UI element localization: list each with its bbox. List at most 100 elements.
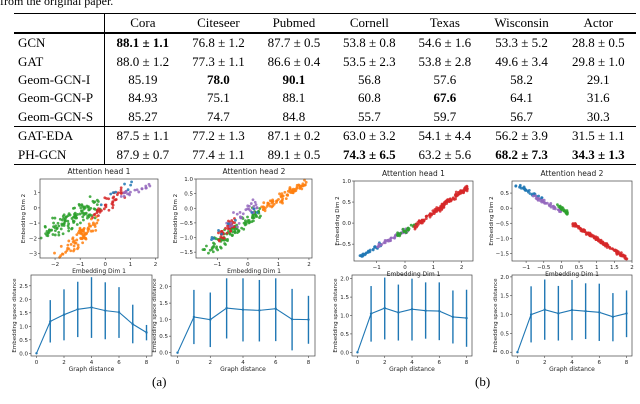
scatter-point xyxy=(66,214,70,218)
table-cell: 63.0 ± 3.2 xyxy=(331,125,408,146)
y-tick-label: 0.5 xyxy=(159,334,168,340)
subplot-8 xyxy=(510,274,633,358)
scatter-point xyxy=(122,194,126,198)
table-cell: 59.7 xyxy=(433,108,457,124)
scatter-point xyxy=(528,192,532,196)
scatter-point xyxy=(522,186,526,190)
scatter-point xyxy=(111,196,115,200)
scatter-point xyxy=(210,236,214,239)
scatter-point xyxy=(217,231,220,235)
scatter-point xyxy=(600,241,604,245)
table-cell: 84.93 xyxy=(128,90,158,106)
y-tick-label: 0.5 xyxy=(342,200,351,206)
scatter-point xyxy=(61,232,65,236)
scatter-point xyxy=(92,213,96,217)
column-header: Texas xyxy=(407,13,483,34)
scatter-point xyxy=(119,186,123,190)
scatter-point xyxy=(396,234,400,238)
data-point xyxy=(209,318,212,321)
scatter-point xyxy=(67,226,71,230)
y-axis-label: Embedding space distance xyxy=(152,278,158,353)
scatter-point xyxy=(88,208,91,211)
x-tick-label: 0 xyxy=(246,262,250,268)
scatter-point xyxy=(250,211,254,214)
y-tick-label: −1.0 xyxy=(180,236,194,242)
scatter-point xyxy=(556,203,559,207)
y-tick-label: 2.0 xyxy=(500,275,509,281)
subplot-5 xyxy=(29,274,153,358)
scatter-point xyxy=(128,193,131,197)
scatter-point xyxy=(69,243,73,246)
x-tick-label: 2 xyxy=(154,262,158,268)
table-cell: 67.6 xyxy=(433,90,457,106)
x-tick-label: 2 xyxy=(383,360,387,366)
scatter-point xyxy=(94,229,98,232)
scatter-point xyxy=(96,218,100,222)
scatter-point xyxy=(237,221,241,225)
scatter-point xyxy=(61,252,65,256)
scatter-point xyxy=(446,199,450,202)
scatter-point xyxy=(244,208,248,212)
scatter-point xyxy=(113,198,117,202)
x-tick-label: 6 xyxy=(438,360,442,366)
scatter-point xyxy=(80,231,83,235)
scatter-point xyxy=(67,229,71,233)
scatter-point xyxy=(225,231,229,235)
table-row: GCN 88.1 ± 1.1 76.8 ± 1.2 87.7 ± 0.5 53.8 ± … xyxy=(14,33,636,53)
y-axis-label: Embedding space distance xyxy=(333,278,339,353)
scatter-point xyxy=(288,186,292,189)
scatter-point xyxy=(133,188,137,192)
scatter-point xyxy=(119,195,123,198)
scatter-point xyxy=(254,214,257,217)
scatter-point xyxy=(232,211,235,214)
x-tick-label: 2 xyxy=(460,265,464,271)
scatter-point xyxy=(53,251,56,255)
y-tick-label: 2.0 xyxy=(159,285,168,291)
scatter-point xyxy=(283,190,287,194)
scatter-point xyxy=(572,223,576,227)
y-axis-label: Embedding Dim 2 xyxy=(21,194,27,243)
data-point xyxy=(410,308,414,311)
scatter-point xyxy=(57,230,61,234)
scatter-point xyxy=(614,249,618,253)
y-tick-label: 0.5 xyxy=(500,331,509,337)
scatter-point xyxy=(135,188,139,192)
x-tick-label: 1 xyxy=(432,265,436,271)
y-tick-label: 2.5 xyxy=(19,284,28,290)
table-cell: 87.7 ± 0.5 xyxy=(267,35,321,51)
model-name: Geom-GCN-S xyxy=(14,107,105,127)
plot-frame xyxy=(39,178,159,259)
scatter-point xyxy=(96,200,100,203)
scatter-point xyxy=(591,234,595,238)
scatter-point xyxy=(53,216,57,220)
scatter-point xyxy=(577,225,580,229)
scatter-point xyxy=(463,188,467,192)
scatter-point xyxy=(303,178,306,182)
scatter-point xyxy=(67,247,71,251)
scatter-point xyxy=(224,226,227,230)
subplot-4 xyxy=(510,180,633,263)
table-cell: 34.3 ± 1.3 xyxy=(560,145,636,165)
scatter-point xyxy=(252,207,256,211)
scatter-point xyxy=(518,183,522,187)
data-point xyxy=(424,309,427,312)
y-tick-label: 1.0 xyxy=(340,314,349,320)
x-tick-label: 2 xyxy=(630,265,634,271)
scatter-point xyxy=(63,217,67,221)
scatter-point xyxy=(300,184,303,188)
y-tick-label: −1.5 xyxy=(180,250,194,256)
scatter-point xyxy=(596,239,600,243)
data-point xyxy=(438,309,441,313)
scatter-point xyxy=(213,242,216,246)
table-row: Geom-GCN-S 85.27 74.7 84.8 55.7 59.7 56.7 30.3 xyxy=(14,107,636,127)
scatter-point xyxy=(123,182,126,186)
scatter-point xyxy=(413,227,417,231)
scatter-point xyxy=(385,238,389,242)
scatter-point xyxy=(212,245,215,249)
scatter-point xyxy=(255,206,259,209)
scatter-point xyxy=(72,219,76,223)
scatter-point xyxy=(74,241,78,245)
model-name: GCN xyxy=(14,33,105,53)
x-tick-label: 0 xyxy=(176,360,180,366)
